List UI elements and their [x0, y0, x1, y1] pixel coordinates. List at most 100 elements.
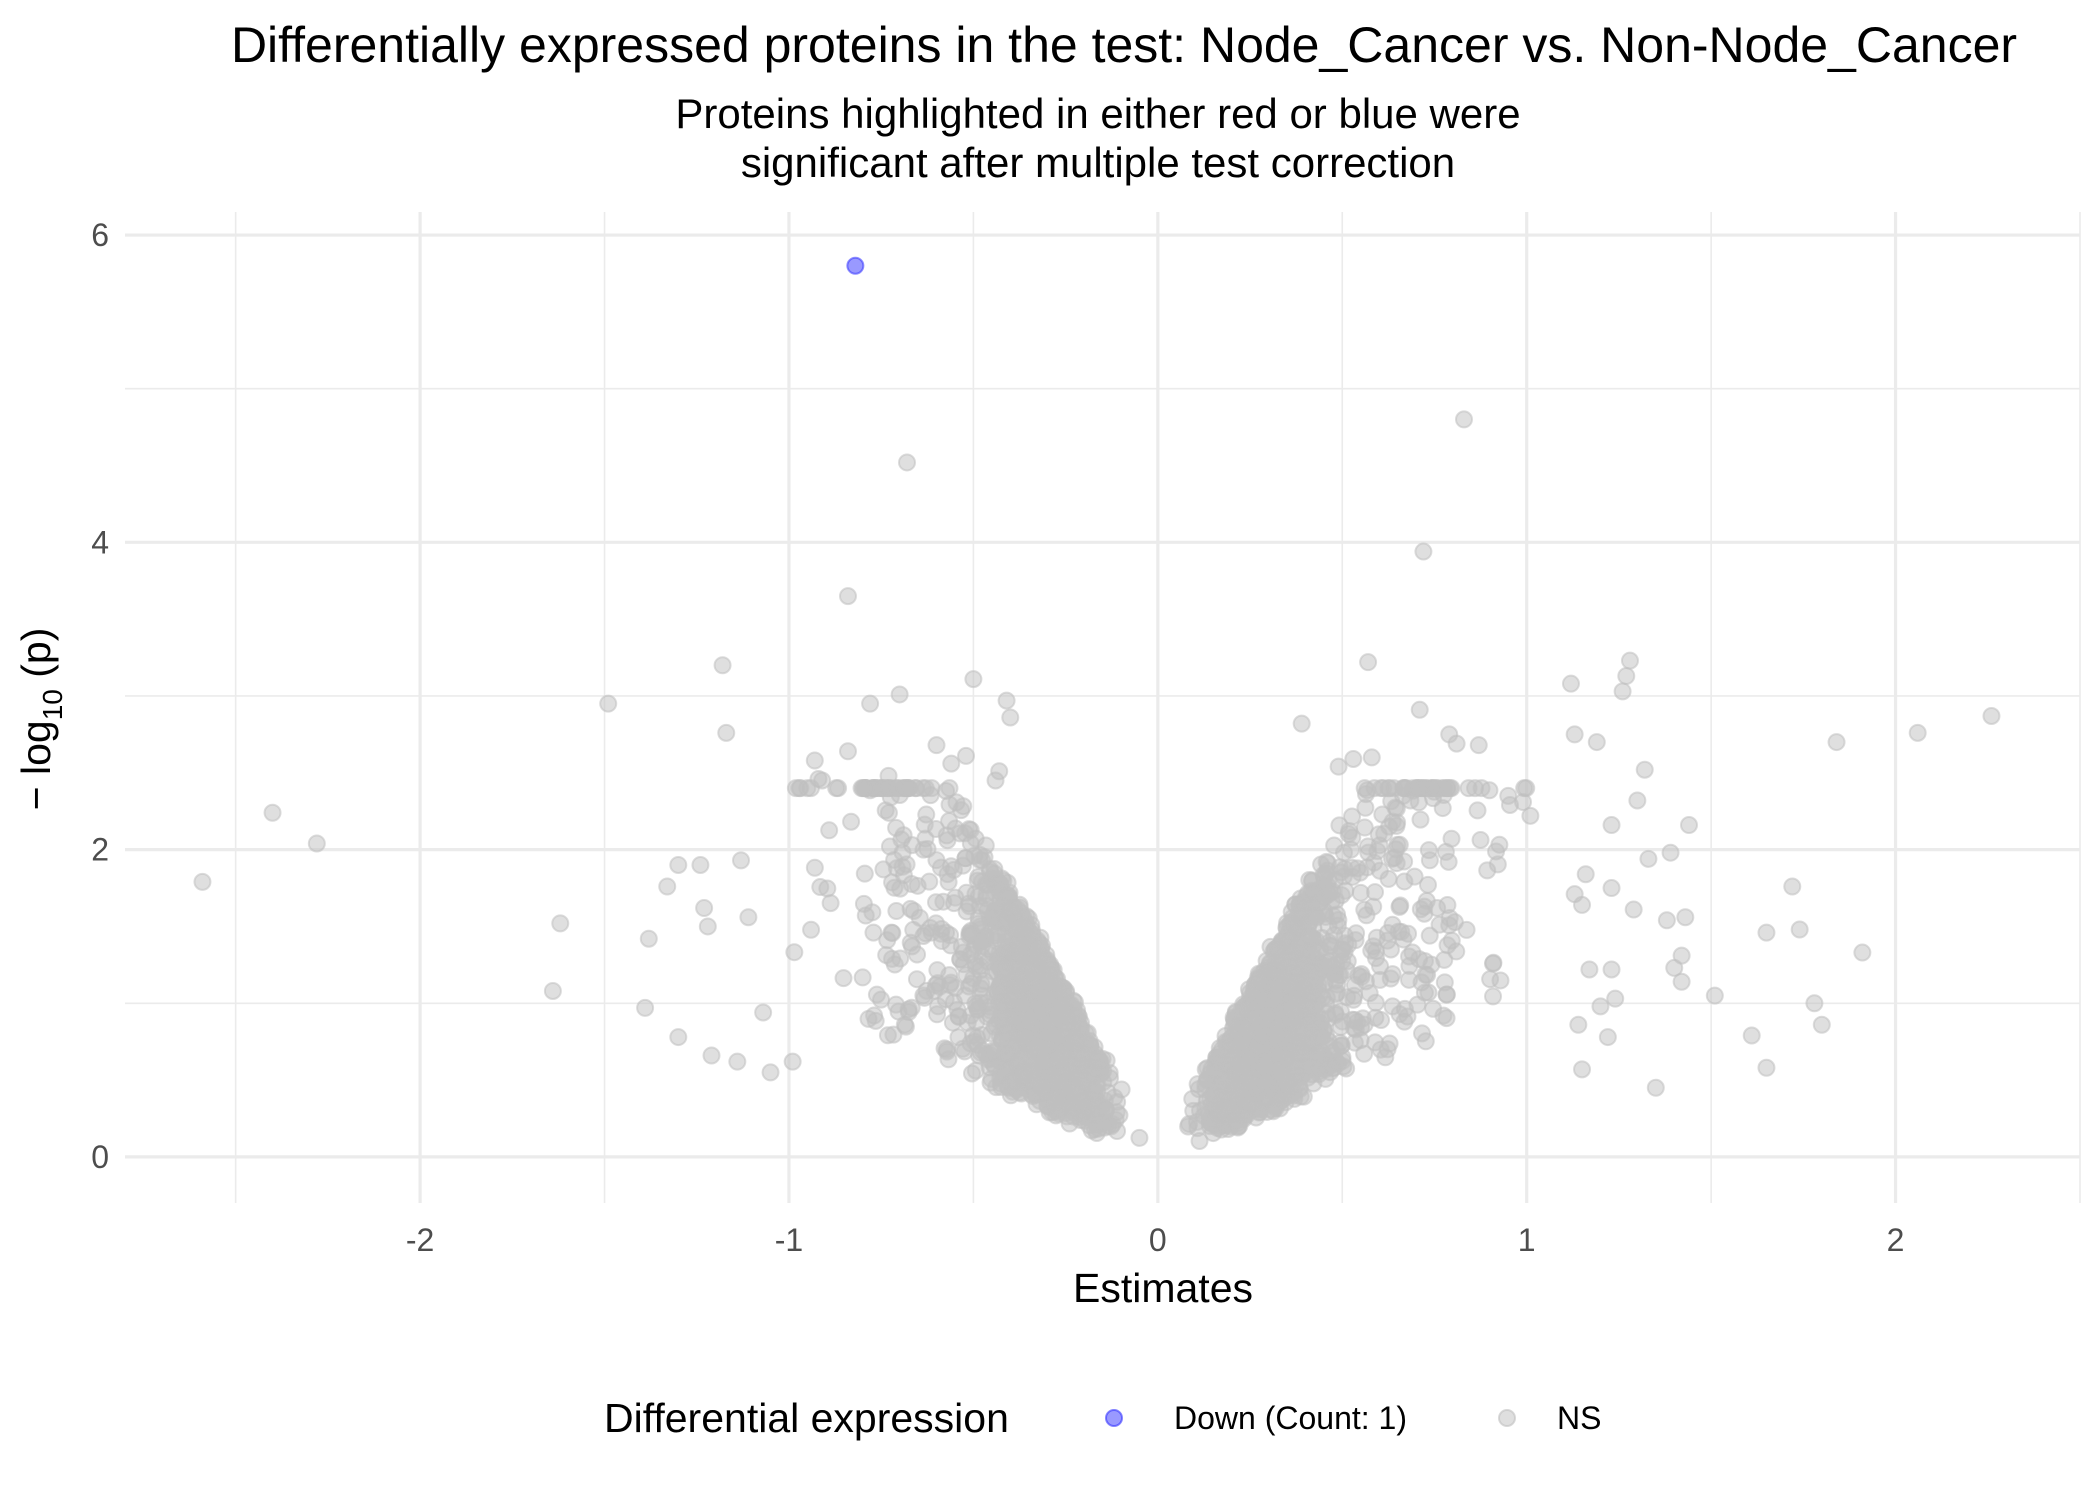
data-point-ns [1457, 920, 1476, 939]
data-point-ns [1420, 926, 1439, 945]
data-point-ns [1573, 1060, 1592, 1079]
data-point-ns [981, 1073, 1000, 1092]
data-point-ns [907, 970, 926, 989]
data-point-ns [1203, 1086, 1222, 1105]
data-point-ns [1620, 651, 1639, 670]
data-point-ns [754, 1003, 773, 1022]
data-point-ns [899, 1000, 918, 1019]
data-point-ns [927, 851, 946, 870]
data-point-ns [1237, 1022, 1256, 1041]
data-point-ns [947, 793, 966, 812]
data-point-ns [1208, 1049, 1227, 1068]
data-points [193, 256, 2001, 1151]
data-point-ns [1358, 837, 1377, 856]
data-point-ns [920, 872, 939, 891]
data-point-ns [1437, 985, 1456, 1004]
data-point-ns [1292, 714, 1311, 733]
data-point-ns [1602, 960, 1621, 979]
data-point-ns [1050, 1050, 1069, 1069]
legend-label-down: Down (Count: 1) [1174, 1400, 1407, 1436]
data-point-ns [1561, 674, 1580, 693]
data-point-ns [864, 923, 883, 942]
legend-swatch-ns [1498, 1409, 1516, 1427]
data-point-ns [1379, 869, 1398, 888]
data-point-ns [1335, 926, 1354, 945]
data-point-ns [739, 908, 758, 927]
data-point-ns [1405, 867, 1424, 886]
data-point-ns [1307, 908, 1326, 927]
legend-swatch-down [1105, 1409, 1123, 1427]
data-point-ns [717, 723, 736, 742]
data-point-ns [1267, 987, 1286, 1006]
data-point-ns [1239, 1074, 1258, 1093]
data-point-ns [698, 917, 717, 936]
y-axis-title-tail: (p) [13, 628, 59, 690]
data-point-ns [1478, 861, 1497, 880]
data-point-ns [1333, 1048, 1352, 1067]
data-point-ns [838, 587, 857, 606]
y-axis-title: − log10 (p) [13, 628, 68, 811]
data-point-ns [1447, 734, 1466, 753]
data-point-ns [1190, 1132, 1209, 1151]
data-point-ns [1319, 885, 1338, 904]
x-tick-label: -1 [775, 1222, 803, 1258]
data-point-ns [1037, 989, 1056, 1008]
data-point-ns [1029, 940, 1048, 959]
data-point-ns [872, 990, 891, 1009]
data-point-ns [1337, 960, 1356, 979]
data-point-ns [988, 982, 1007, 1001]
data-point-ns [917, 805, 936, 824]
data-point-ns [1010, 919, 1029, 938]
data-point-ns [1112, 1080, 1131, 1099]
data-point-ns [1395, 999, 1414, 1018]
data-point-ns [1283, 1000, 1302, 1019]
data-point-ns [885, 878, 904, 897]
data-point-ns [1010, 1051, 1029, 1070]
data-point-ns [1515, 779, 1534, 798]
data-point-ns [1345, 1033, 1364, 1052]
legend-label-ns: NS [1557, 1400, 1601, 1436]
data-point-ns [1484, 987, 1503, 1006]
data-point-ns [1049, 1006, 1068, 1025]
data-point-ns [1318, 861, 1337, 880]
data-point-ns [783, 1052, 802, 1071]
data-point-ns [964, 670, 983, 689]
data-point-ns [827, 779, 846, 798]
data-point-ns [971, 979, 990, 998]
data-point-ns [951, 824, 970, 843]
data-point-ns [658, 877, 677, 896]
data-point-ns [895, 1015, 914, 1034]
data-point-ns [926, 976, 945, 995]
data-point-ns [999, 1023, 1018, 1042]
data-point-ns [1269, 1091, 1288, 1110]
data-point-ns [861, 694, 880, 713]
data-point-ns [1329, 757, 1348, 776]
data-point-ns [895, 779, 914, 798]
data-point-ns [1021, 1062, 1040, 1081]
data-point-ns [1812, 1015, 1831, 1034]
data-point-ns [1672, 972, 1691, 991]
data-point-ns [1287, 1043, 1306, 1062]
data-point-ns [1408, 779, 1427, 798]
data-point-ns [1067, 1086, 1086, 1105]
data-point-ns [1466, 779, 1485, 798]
data-point-ns [1606, 989, 1625, 1008]
data-point-ns [937, 923, 956, 942]
data-point-ns [695, 899, 714, 918]
data-point-ns [927, 820, 946, 839]
data-point-ns [1010, 938, 1029, 957]
data-point-ns [1387, 799, 1406, 818]
data-point-ns [1442, 931, 1461, 950]
data-point-ns [853, 968, 872, 987]
data-point-ns [1757, 1058, 1776, 1077]
data-point-ns [1359, 653, 1378, 672]
data-point-ns [713, 656, 732, 675]
data-point-ns [1415, 952, 1434, 971]
data-point-ns [1468, 801, 1487, 820]
data-point-ns [1383, 965, 1402, 984]
data-point-ns [1351, 883, 1370, 902]
legend: Differential expression Down (Count: 1) … [604, 1395, 1601, 1441]
data-point-ns [1602, 816, 1621, 835]
data-point-ns [1399, 924, 1418, 943]
